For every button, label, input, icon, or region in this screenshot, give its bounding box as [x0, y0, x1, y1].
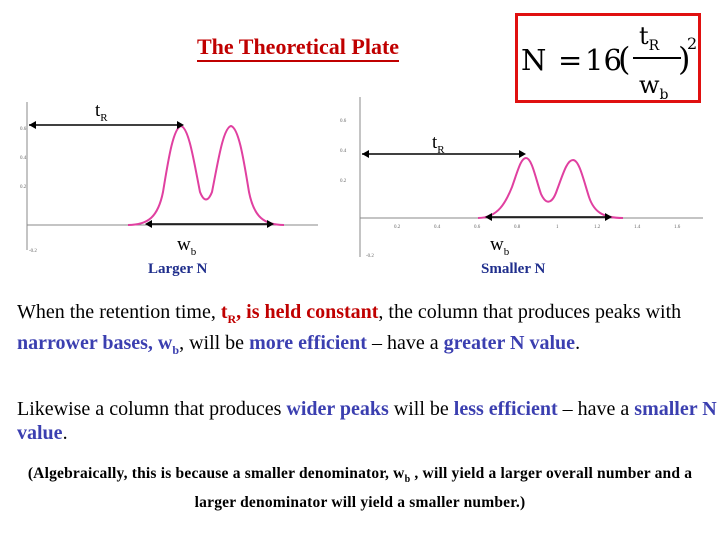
- right-tr-label: tR: [432, 132, 445, 156]
- left-wb-label: wb: [177, 234, 197, 258]
- right-x-tick: 1: [556, 225, 559, 230]
- right-y-tick: 0.4: [340, 149, 347, 154]
- formula-exponent: 2: [687, 34, 698, 53]
- tr-term: tR,: [220, 301, 242, 326]
- formula-equals: =: [558, 43, 583, 77]
- held-constant-phrase: is held constant: [241, 301, 379, 323]
- left-wb-arrow: [145, 220, 274, 228]
- left-tr-label: tR: [95, 100, 108, 124]
- less-efficient-phrase: less efficient: [453, 398, 558, 420]
- explanation-paragraph-2: Likewise a column that produces wider pe…: [17, 398, 717, 444]
- formula-fraction-bar: [633, 57, 681, 59]
- right-x-tick: 0.6: [474, 225, 481, 230]
- left-y-tick: 0.6: [20, 127, 27, 132]
- right-y-tick: 0.6: [340, 119, 347, 124]
- right-x-tick: 0.4: [434, 225, 441, 230]
- wider-peaks-phrase: wider peaks: [286, 398, 389, 420]
- right-y-tick: -0.2: [366, 254, 374, 259]
- smaller-n-phrase: smaller N value: [17, 398, 717, 444]
- formula-lhs: N: [521, 43, 547, 77]
- right-x-tick: 1.6: [674, 225, 681, 230]
- right-y-tick: 0.2: [340, 179, 347, 184]
- right-x-tick: 1.4: [634, 225, 641, 230]
- right-x-tick: 0.2: [394, 225, 401, 230]
- plate-number-formula: N = 16 ( tR wb ) 2: [515, 13, 701, 103]
- left-y-tick: 0.4: [20, 156, 27, 161]
- formula-denominator: wb: [639, 71, 669, 103]
- slide-title: The Theoretical Plate: [197, 34, 400, 62]
- formula-numerator: tR: [639, 22, 660, 54]
- left-plot-caption: Larger N: [148, 261, 208, 277]
- explanation-paragraph-1: When the retention time, tR, is held con…: [17, 301, 682, 357]
- formula-right-paren: ): [678, 40, 691, 78]
- right-peak-plot: 0.6 0.4 0.2 -0.2 0.2 0.4 0.6 0.8 1 1.2 1…: [340, 97, 703, 259]
- algebraic-note: (Algebraically, this is because a smalle…: [27, 465, 693, 512]
- left-y-tick: 0.2: [20, 185, 27, 190]
- left-peak-plot: 0.6 0.4 0.2 -0.2: [20, 102, 318, 254]
- right-wb-label: wb: [490, 234, 510, 258]
- right-tr-arrow: [362, 150, 526, 158]
- right-plot-caption: Smaller N: [481, 261, 546, 277]
- greater-n-phrase: greater N value: [443, 332, 576, 354]
- more-efficient-phrase: more efficient: [249, 332, 367, 354]
- formula-coefficient: 16: [585, 43, 622, 77]
- left-tr-arrow: [29, 121, 184, 129]
- formula-left-paren: (: [618, 40, 631, 78]
- left-y-tick: -0.2: [29, 249, 37, 254]
- right-x-tick: 1.2: [594, 225, 601, 230]
- wb-term: wb: [157, 332, 180, 357]
- left-chromatogram-trace: [127, 124, 285, 226]
- right-x-tick: 0.8: [514, 225, 521, 230]
- right-wb-arrow: [485, 213, 612, 221]
- right-chromatogram-trace: [477, 156, 624, 219]
- narrower-bases-phrase: narrower bases,: [17, 332, 158, 354]
